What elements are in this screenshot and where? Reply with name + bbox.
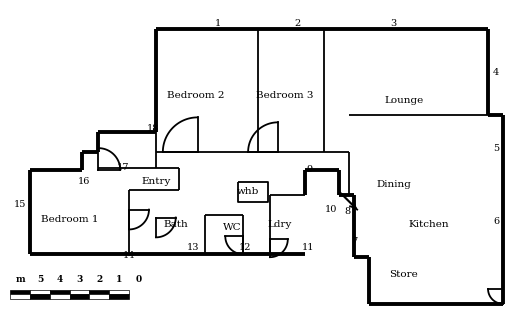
Text: Kitchen: Kitchen [408, 220, 449, 229]
Text: 18: 18 [147, 124, 159, 133]
Text: Bedroom 3: Bedroom 3 [256, 91, 314, 100]
Text: 4: 4 [493, 68, 499, 77]
Text: 4: 4 [56, 275, 63, 284]
Text: Dining: Dining [376, 180, 411, 189]
Bar [69, 290, 89, 294]
Text: 11: 11 [301, 243, 314, 252]
Text: Bedroom 1: Bedroom 1 [41, 215, 99, 224]
Bar [30, 294, 50, 299]
Bar [50, 294, 69, 299]
Text: Bath: Bath [163, 220, 188, 229]
Text: 0: 0 [136, 275, 142, 284]
Bar [89, 294, 109, 299]
Text: WC: WC [223, 223, 242, 232]
Text: Ldry: Ldry [268, 220, 292, 229]
Text: Entry: Entry [141, 177, 171, 186]
Text: 16: 16 [77, 177, 90, 186]
Text: 2: 2 [96, 275, 102, 284]
Bar [10, 290, 30, 294]
Text: 14: 14 [123, 251, 135, 260]
Text: Store: Store [389, 269, 418, 279]
Text: 12: 12 [239, 243, 252, 252]
Text: 13: 13 [186, 243, 199, 252]
Text: Lounge: Lounge [384, 96, 423, 105]
Text: 2: 2 [294, 19, 301, 28]
Text: m: m [15, 275, 25, 284]
Bar [30, 290, 50, 294]
Text: 10: 10 [325, 205, 338, 214]
Text: 9: 9 [306, 165, 313, 175]
Text: 3: 3 [391, 19, 397, 28]
Bar [89, 290, 109, 294]
Text: 7: 7 [351, 237, 358, 246]
Text: 1: 1 [116, 275, 123, 284]
Bar [69, 294, 89, 299]
Text: 1: 1 [215, 19, 221, 28]
Text: 8: 8 [344, 207, 350, 216]
Text: 5: 5 [493, 144, 499, 153]
Text: 3: 3 [76, 275, 83, 284]
Text: 6: 6 [493, 217, 499, 226]
Text: Bedroom 2: Bedroom 2 [167, 91, 224, 100]
Text: whb: whb [237, 187, 259, 196]
Text: 17: 17 [117, 163, 129, 173]
Text: 5: 5 [37, 275, 43, 284]
Bar [109, 290, 129, 294]
Bar [109, 294, 129, 299]
Bar [10, 294, 30, 299]
Bar [50, 290, 69, 294]
Text: 15: 15 [14, 200, 26, 209]
